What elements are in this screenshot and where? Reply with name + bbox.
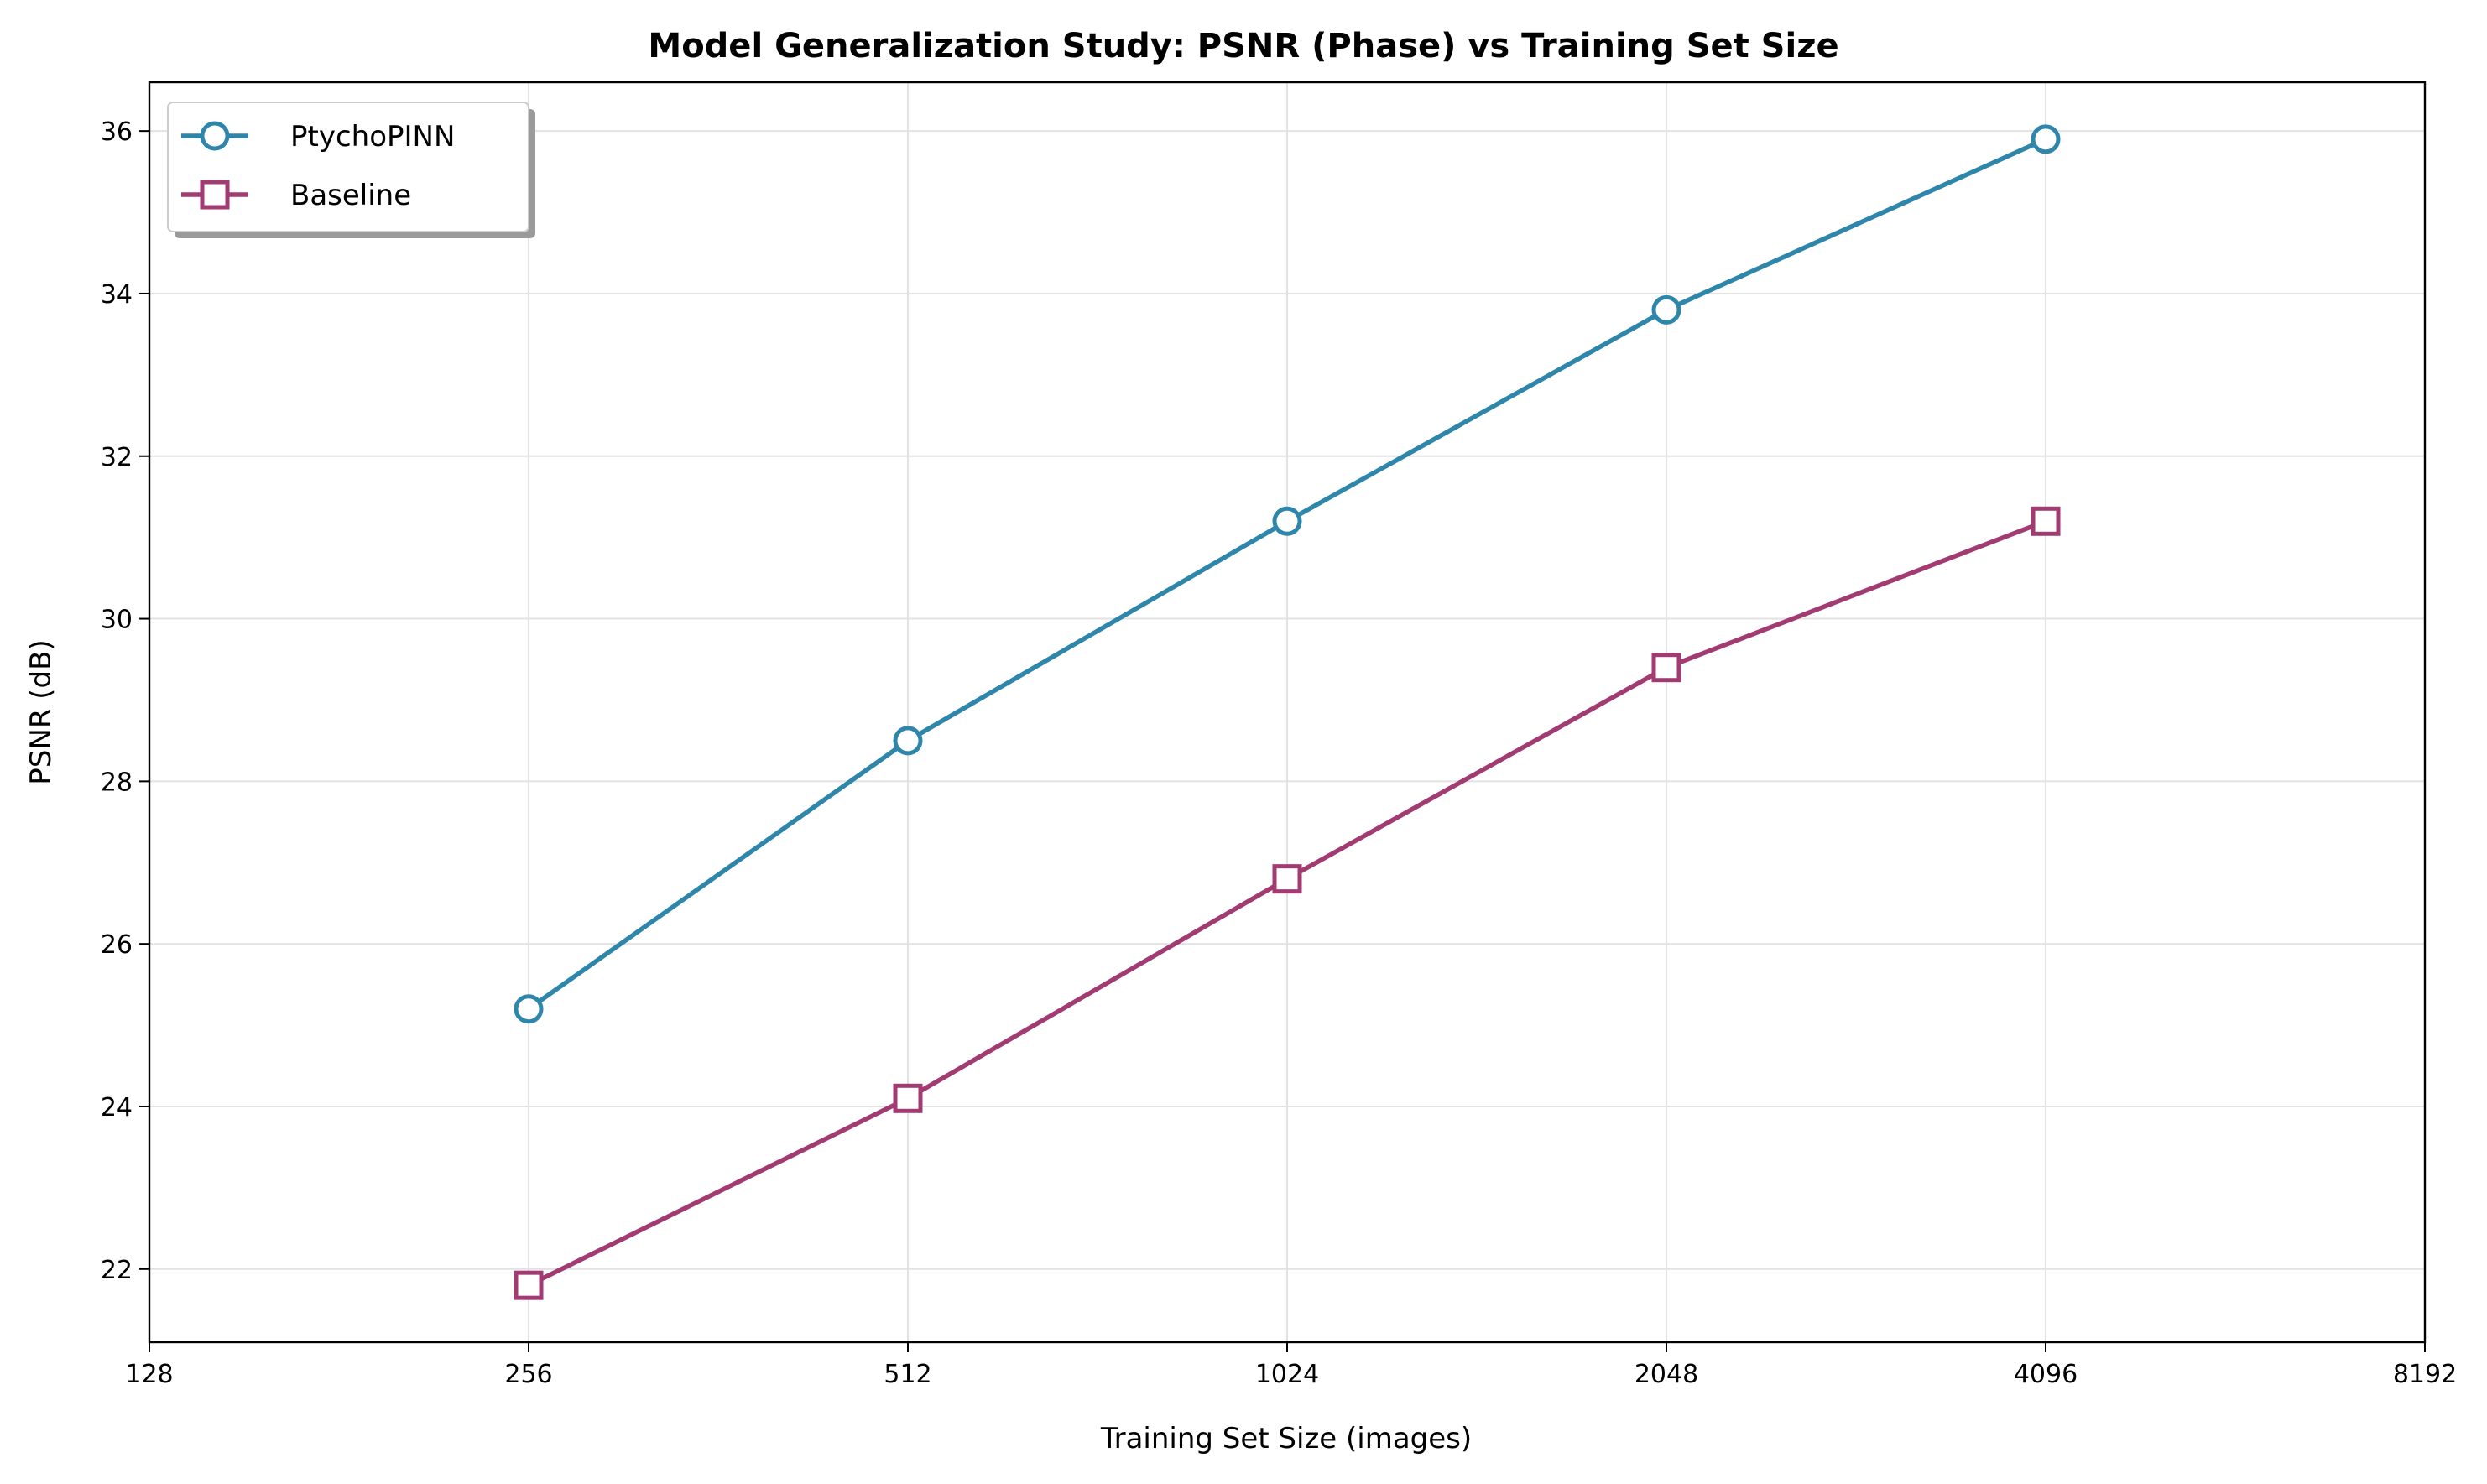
y-tick-label: 36 <box>101 117 133 147</box>
legend-box <box>167 102 529 232</box>
x-tick-label: 128 <box>125 1360 173 1389</box>
data-point-ptychopinn <box>893 726 923 756</box>
y-tick-label: 34 <box>101 280 133 310</box>
x-tick-label: 2048 <box>1635 1360 1698 1389</box>
y-tick-label: 24 <box>101 1093 133 1122</box>
grid-layer <box>149 82 2426 1342</box>
x-axis-label: Training Set Size (images) <box>1100 1422 1472 1455</box>
data-point-baseline <box>514 1270 544 1300</box>
legend-marker-ptychopinn <box>200 121 230 151</box>
y-tick-label: 32 <box>101 443 133 472</box>
data-point-baseline <box>1651 653 1681 683</box>
x-tick-label: 8192 <box>2393 1360 2457 1389</box>
data-point-ptychopinn <box>1651 294 1681 325</box>
data-point-baseline <box>893 1083 923 1113</box>
legend-label-baseline: Baseline <box>290 179 411 212</box>
y-tick-label: 26 <box>101 930 133 960</box>
data-point-baseline <box>2031 506 2061 536</box>
data-point-ptychopinn <box>514 994 544 1024</box>
data-point-ptychopinn <box>1272 506 1302 536</box>
y-tick-label: 30 <box>101 606 133 635</box>
data-point-ptychopinn <box>2031 124 2061 154</box>
y-tick-label: 28 <box>101 768 133 797</box>
series-baseline <box>514 506 2061 1300</box>
y-axis-label: PSNR (dB) <box>24 639 58 784</box>
y-tick-label: 22 <box>101 1256 133 1285</box>
legend-marker-baseline <box>200 180 230 210</box>
legend: PtychoPINN Baseline <box>167 102 535 238</box>
chart-title: Model Generalization Study: PSNR (Phase)… <box>648 27 1838 65</box>
x-tick-label: 256 <box>504 1360 552 1389</box>
series-layer <box>514 124 2061 1300</box>
x-tick-label: 4096 <box>2014 1360 2078 1389</box>
x-tick-label: 1024 <box>1255 1360 1319 1389</box>
legend-label-ptychopinn: PtychoPINN <box>290 120 455 154</box>
x-tick-label: 512 <box>884 1360 931 1389</box>
data-point-baseline <box>1272 864 1302 894</box>
series-ptychopinn <box>514 124 2061 1024</box>
tick-layer: 128 256 512 1024 2048 4096 8192 22 24 26 28 30 32 34 3… <box>101 117 2457 1389</box>
